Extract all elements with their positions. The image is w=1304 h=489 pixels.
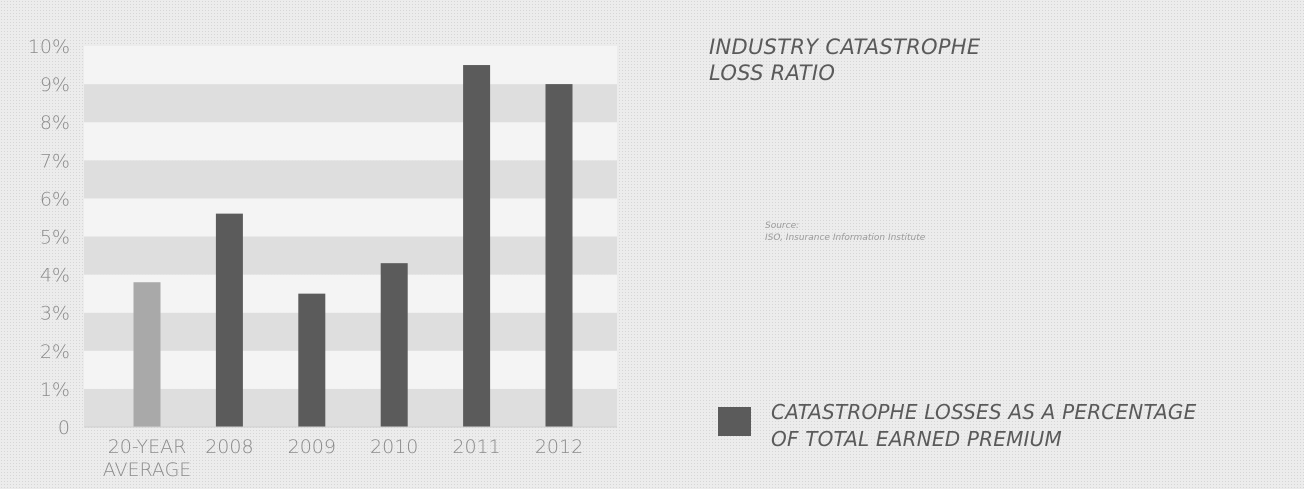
bar: [133, 282, 161, 427]
x-category-label: 20-YEAR: [108, 436, 187, 458]
grid-band: [84, 236, 617, 275]
bar: [463, 65, 491, 428]
x-category-label: 2012: [535, 436, 583, 458]
source-text: ISO, Insurance Information Institute: [765, 233, 926, 243]
source-note: Source: ISO, Insurance Information Insti…: [765, 220, 1065, 244]
x-category-label: AVERAGE: [103, 459, 192, 481]
grid-band: [84, 198, 617, 237]
grid-band: [84, 350, 617, 389]
y-tick-label: 3%: [40, 303, 70, 325]
legend-line-1: CATASTROPHE LOSSES AS A PERCENTAGE: [771, 400, 1197, 424]
grid-band: [84, 160, 617, 199]
bar: [380, 263, 408, 427]
grid-band: [84, 122, 617, 161]
y-tick-label: 7%: [40, 150, 70, 172]
y-tick-label: 6%: [40, 188, 70, 210]
chart-title-line-2: LOSS RATIO: [709, 61, 836, 85]
y-tick-label: 9%: [40, 74, 70, 96]
x-category-label: 2010: [370, 436, 418, 458]
y-tick-label: 8%: [40, 112, 70, 134]
legend-swatch: [718, 407, 751, 436]
bar: [298, 293, 326, 427]
legend-line-2: OF TOTAL EARNED PREMIUM: [771, 427, 1062, 451]
chart-title-line-1: INDUSTRY CATASTROPHE: [709, 35, 981, 59]
y-tick-label: 5%: [40, 227, 70, 249]
y-tick-label: 1%: [40, 379, 70, 401]
grid-band: [84, 84, 617, 123]
grid-band: [84, 312, 617, 351]
x-category-label: 2011: [452, 436, 500, 458]
y-tick-label: 2%: [40, 341, 70, 363]
y-tick-label: 10%: [28, 36, 70, 58]
grid-band: [84, 388, 617, 427]
y-tick-label: 4%: [40, 265, 70, 287]
legend-label: CATASTROPHE LOSSES AS A PERCENTAGE OF TO…: [771, 399, 1291, 453]
bar: [545, 84, 573, 427]
y-tick-label: 0: [58, 417, 70, 439]
x-category-label: 2009: [288, 436, 336, 458]
source-label: Source:: [765, 221, 800, 231]
bar: [215, 213, 243, 427]
chart-title: INDUSTRY CATASTROPHE LOSS RATIO: [709, 34, 1129, 86]
grid-band: [84, 274, 617, 313]
x-category-label: 2008: [205, 436, 253, 458]
grid-band: [84, 46, 617, 85]
